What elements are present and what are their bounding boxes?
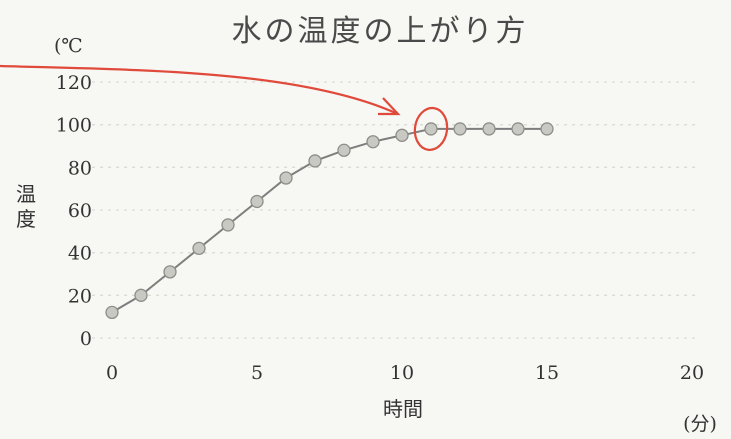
- x-tick-labels: 0 5 10 15 20: [106, 362, 704, 384]
- data-points: [105, 122, 554, 320]
- data-point: [366, 135, 380, 149]
- data-point: [308, 154, 322, 168]
- y-axis-label-char: 度: [16, 207, 36, 231]
- y-tick-label: 100: [56, 115, 92, 137]
- data-point: [279, 171, 293, 185]
- x-axis-label: 時間: [383, 397, 423, 421]
- y-tick-labels: 0 20 40 60 80 100 120: [56, 72, 92, 350]
- data-point: [192, 241, 206, 256]
- data-point: [337, 143, 351, 157]
- x-tick-label: 20: [680, 362, 704, 384]
- data-point: [163, 265, 177, 279]
- y-tick-label: 60: [68, 200, 92, 222]
- annotation-arrowhead: [378, 97, 401, 116]
- x-tick-label: 0: [106, 362, 118, 384]
- annotation-circle: [413, 106, 449, 151]
- y-axis-label: 温度: [16, 182, 36, 231]
- series-line: [111, 127, 547, 314]
- data-point: [482, 122, 496, 136]
- data-point: [453, 122, 467, 136]
- y-tick-label: 120: [56, 72, 92, 94]
- y-tick-label: 20: [68, 285, 92, 307]
- data-point: [395, 128, 409, 142]
- annotation: [0, 64, 449, 151]
- data-point: [511, 122, 525, 136]
- data-point: [424, 122, 438, 136]
- y-tick-label: 80: [68, 157, 92, 179]
- annotation-arrow: [0, 64, 399, 116]
- grid-lines: [92, 81, 700, 339]
- x-axis-unit: (分): [683, 413, 717, 435]
- y-tick-label: 40: [68, 243, 92, 265]
- x-tick-label: 5: [251, 362, 263, 384]
- data-point: [105, 305, 119, 320]
- x-tick-label: 10: [390, 362, 414, 384]
- y-tick-label: 0: [80, 328, 92, 350]
- y-axis-unit: (℃: [54, 35, 83, 57]
- data-point: [221, 218, 235, 232]
- data-point: [250, 194, 264, 209]
- chart-title: 水の温度の上がり方: [232, 14, 529, 49]
- y-axis-label-char: 温: [16, 182, 36, 206]
- data-point: [134, 288, 148, 302]
- x-tick-label: 15: [535, 362, 559, 384]
- data-point: [540, 122, 554, 136]
